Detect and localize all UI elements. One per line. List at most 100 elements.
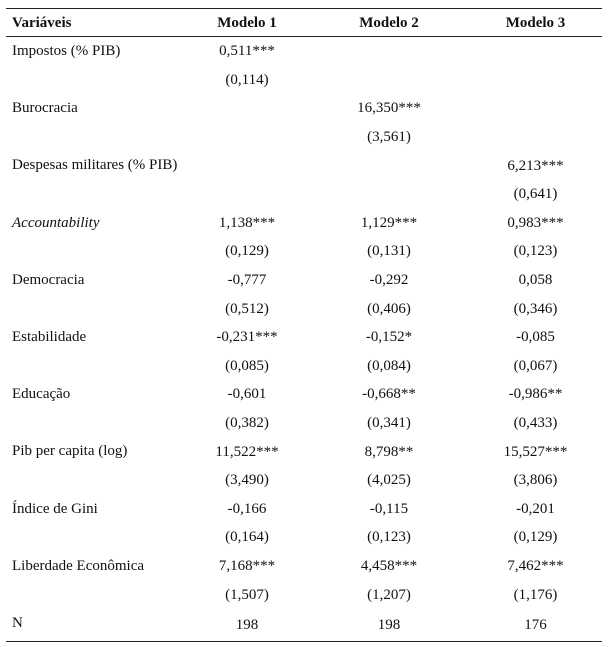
coefficient bbox=[185, 151, 309, 180]
standard-error: (0,341) bbox=[367, 415, 411, 432]
coefficient: 0,058 bbox=[518, 272, 553, 289]
se-row: (0,641) bbox=[6, 180, 602, 209]
column-header: Variáveis bbox=[6, 8, 185, 37]
se-row: (1,507) (1,207) (1,176) bbox=[6, 580, 602, 609]
coefficient: 1,129*** bbox=[360, 214, 418, 231]
standard-error: (3,806) bbox=[513, 472, 558, 489]
coefficient: 6,213*** bbox=[507, 157, 564, 174]
coefficient: -0,601 bbox=[227, 386, 267, 403]
coef-row: Impostos (% PIB) 0,511*** bbox=[6, 37, 602, 66]
standard-error: (0,382) bbox=[225, 415, 269, 432]
standard-error: (0,067) bbox=[513, 357, 558, 374]
standard-error: (0,346) bbox=[513, 300, 558, 317]
standard-error: (0,406) bbox=[367, 300, 411, 317]
column-header: Modelo 3 bbox=[469, 8, 602, 37]
coefficient: 7,462*** bbox=[507, 557, 564, 574]
coef-row: Índice de Gini -0,166 -0,115 -0,201 bbox=[6, 495, 602, 524]
coefficient: -0,668** bbox=[362, 386, 416, 403]
coefficient: -0,777 bbox=[227, 272, 267, 289]
coefficient: 11,522*** bbox=[215, 443, 279, 460]
se-row: (3,561) bbox=[6, 123, 602, 152]
standard-error: (0,129) bbox=[225, 243, 269, 260]
coefficient: 198 bbox=[309, 608, 469, 643]
coef-row: Accountability 1,138*** 1,129*** 0,983*** bbox=[6, 209, 602, 238]
coefficient: 15,527*** bbox=[503, 443, 568, 460]
se-row: (0,114) bbox=[6, 66, 602, 95]
standard-error: (3,561) bbox=[367, 129, 411, 146]
coef-row: Liberdade Econômica 7,168*** 4,458*** 7,462… bbox=[6, 552, 602, 581]
row-label: Accountability bbox=[12, 214, 100, 231]
coefficient: 1,138*** bbox=[218, 214, 276, 231]
row-label: Impostos (% PIB) bbox=[12, 43, 121, 59]
se-row: (0,129) (0,131) (0,123) bbox=[6, 237, 602, 266]
header-row: Variáveis Modelo 1 Modelo 2 Modelo 3 bbox=[6, 8, 602, 37]
standard-error: (0,641) bbox=[513, 186, 558, 203]
standard-error: (0,131) bbox=[367, 243, 411, 260]
se-row: (0,382) (0,341) (0,433) bbox=[6, 409, 602, 438]
se-row: (3,490) (4,025) (3,806) bbox=[6, 466, 602, 495]
se-row: (0,164) (0,123) (0,129) bbox=[6, 523, 602, 552]
coefficient bbox=[309, 37, 469, 66]
standard-error bbox=[309, 180, 469, 209]
coef-row: Pib per capita (log) 11,522*** 8,798** 15,5… bbox=[6, 437, 602, 466]
coefficient: 16,350*** bbox=[357, 100, 421, 117]
standard-error: (0,114) bbox=[225, 71, 269, 88]
standard-error: (1,507) bbox=[225, 586, 269, 603]
standard-error: (0,084) bbox=[367, 357, 411, 374]
coef-row: N 198 198 176 bbox=[6, 608, 602, 643]
coefficient bbox=[469, 94, 602, 123]
regression-table: Variáveis Modelo 1 Modelo 2 Modelo 3 Impost… bbox=[6, 8, 602, 643]
standard-error: (0,129) bbox=[513, 529, 558, 546]
coefficient: 0,983*** bbox=[507, 214, 564, 231]
coefficient: 7,168*** bbox=[218, 557, 276, 574]
coef-row: Despesas militares (% PIB) 6,213*** bbox=[6, 151, 602, 180]
coefficient: -0,292 bbox=[369, 272, 409, 289]
coefficient: -0,115 bbox=[369, 500, 409, 517]
standard-error: (0,164) bbox=[225, 529, 269, 546]
coefficient: 8,798** bbox=[364, 443, 414, 460]
coef-row: Burocracia 16,350*** bbox=[6, 94, 602, 123]
row-label: Liberdade Econômica bbox=[12, 557, 145, 574]
coefficient: -0,231*** bbox=[216, 329, 278, 346]
coefficient: 198 bbox=[185, 608, 309, 643]
coef-row: Democracia -0,777 -0,292 0,058 bbox=[6, 266, 602, 295]
standard-error: (0,512) bbox=[225, 300, 269, 317]
coefficient: 0,511*** bbox=[219, 43, 275, 60]
row-label: Estabilidade bbox=[12, 328, 87, 345]
standard-error bbox=[469, 66, 602, 95]
row-label: N bbox=[6, 608, 185, 643]
coefficient: -0,986** bbox=[508, 386, 563, 403]
coef-row: Estabilidade -0,231*** -0,152* -0,085 bbox=[6, 323, 602, 352]
coefficient: 176 bbox=[469, 608, 602, 643]
coefficient bbox=[185, 94, 309, 123]
coefficient: -0,085 bbox=[516, 329, 555, 346]
row-label: Pib per capita (log) bbox=[12, 443, 128, 460]
standard-error: (0,123) bbox=[367, 529, 411, 546]
standard-error bbox=[185, 123, 309, 152]
standard-error: (4,025) bbox=[367, 472, 411, 489]
standard-error: (3,490) bbox=[225, 472, 269, 489]
standard-error: (0,433) bbox=[513, 415, 558, 432]
column-header: Modelo 1 bbox=[185, 8, 309, 37]
coefficient: -0,152* bbox=[365, 329, 413, 346]
se-row: (0,512) (0,406) (0,346) bbox=[6, 294, 602, 323]
row-label: Despesas militares (% PIB) bbox=[12, 157, 178, 174]
standard-error: (0,085) bbox=[225, 357, 269, 374]
standard-error bbox=[309, 66, 469, 95]
coef-row: Educação -0,601 -0,668** -0,986** bbox=[6, 380, 602, 409]
coefficient: -0,166 bbox=[227, 500, 267, 517]
standard-error bbox=[185, 180, 309, 209]
row-label: Democracia bbox=[12, 271, 85, 288]
standard-error: (1,176) bbox=[513, 586, 558, 603]
coefficient: 4,458*** bbox=[360, 557, 418, 574]
coefficient bbox=[469, 37, 602, 66]
row-label: Burocracia bbox=[12, 100, 78, 117]
coefficient bbox=[309, 151, 469, 180]
table-body: Impostos (% PIB) 0,511*** (0,114) Burocraci… bbox=[6, 37, 602, 643]
column-header: Modelo 2 bbox=[309, 8, 469, 37]
row-label: Índice de Gini bbox=[12, 500, 98, 517]
standard-error: (1,207) bbox=[367, 586, 411, 603]
se-row: (0,085) (0,084) (0,067) bbox=[6, 352, 602, 381]
coefficient: -0,201 bbox=[516, 500, 555, 517]
